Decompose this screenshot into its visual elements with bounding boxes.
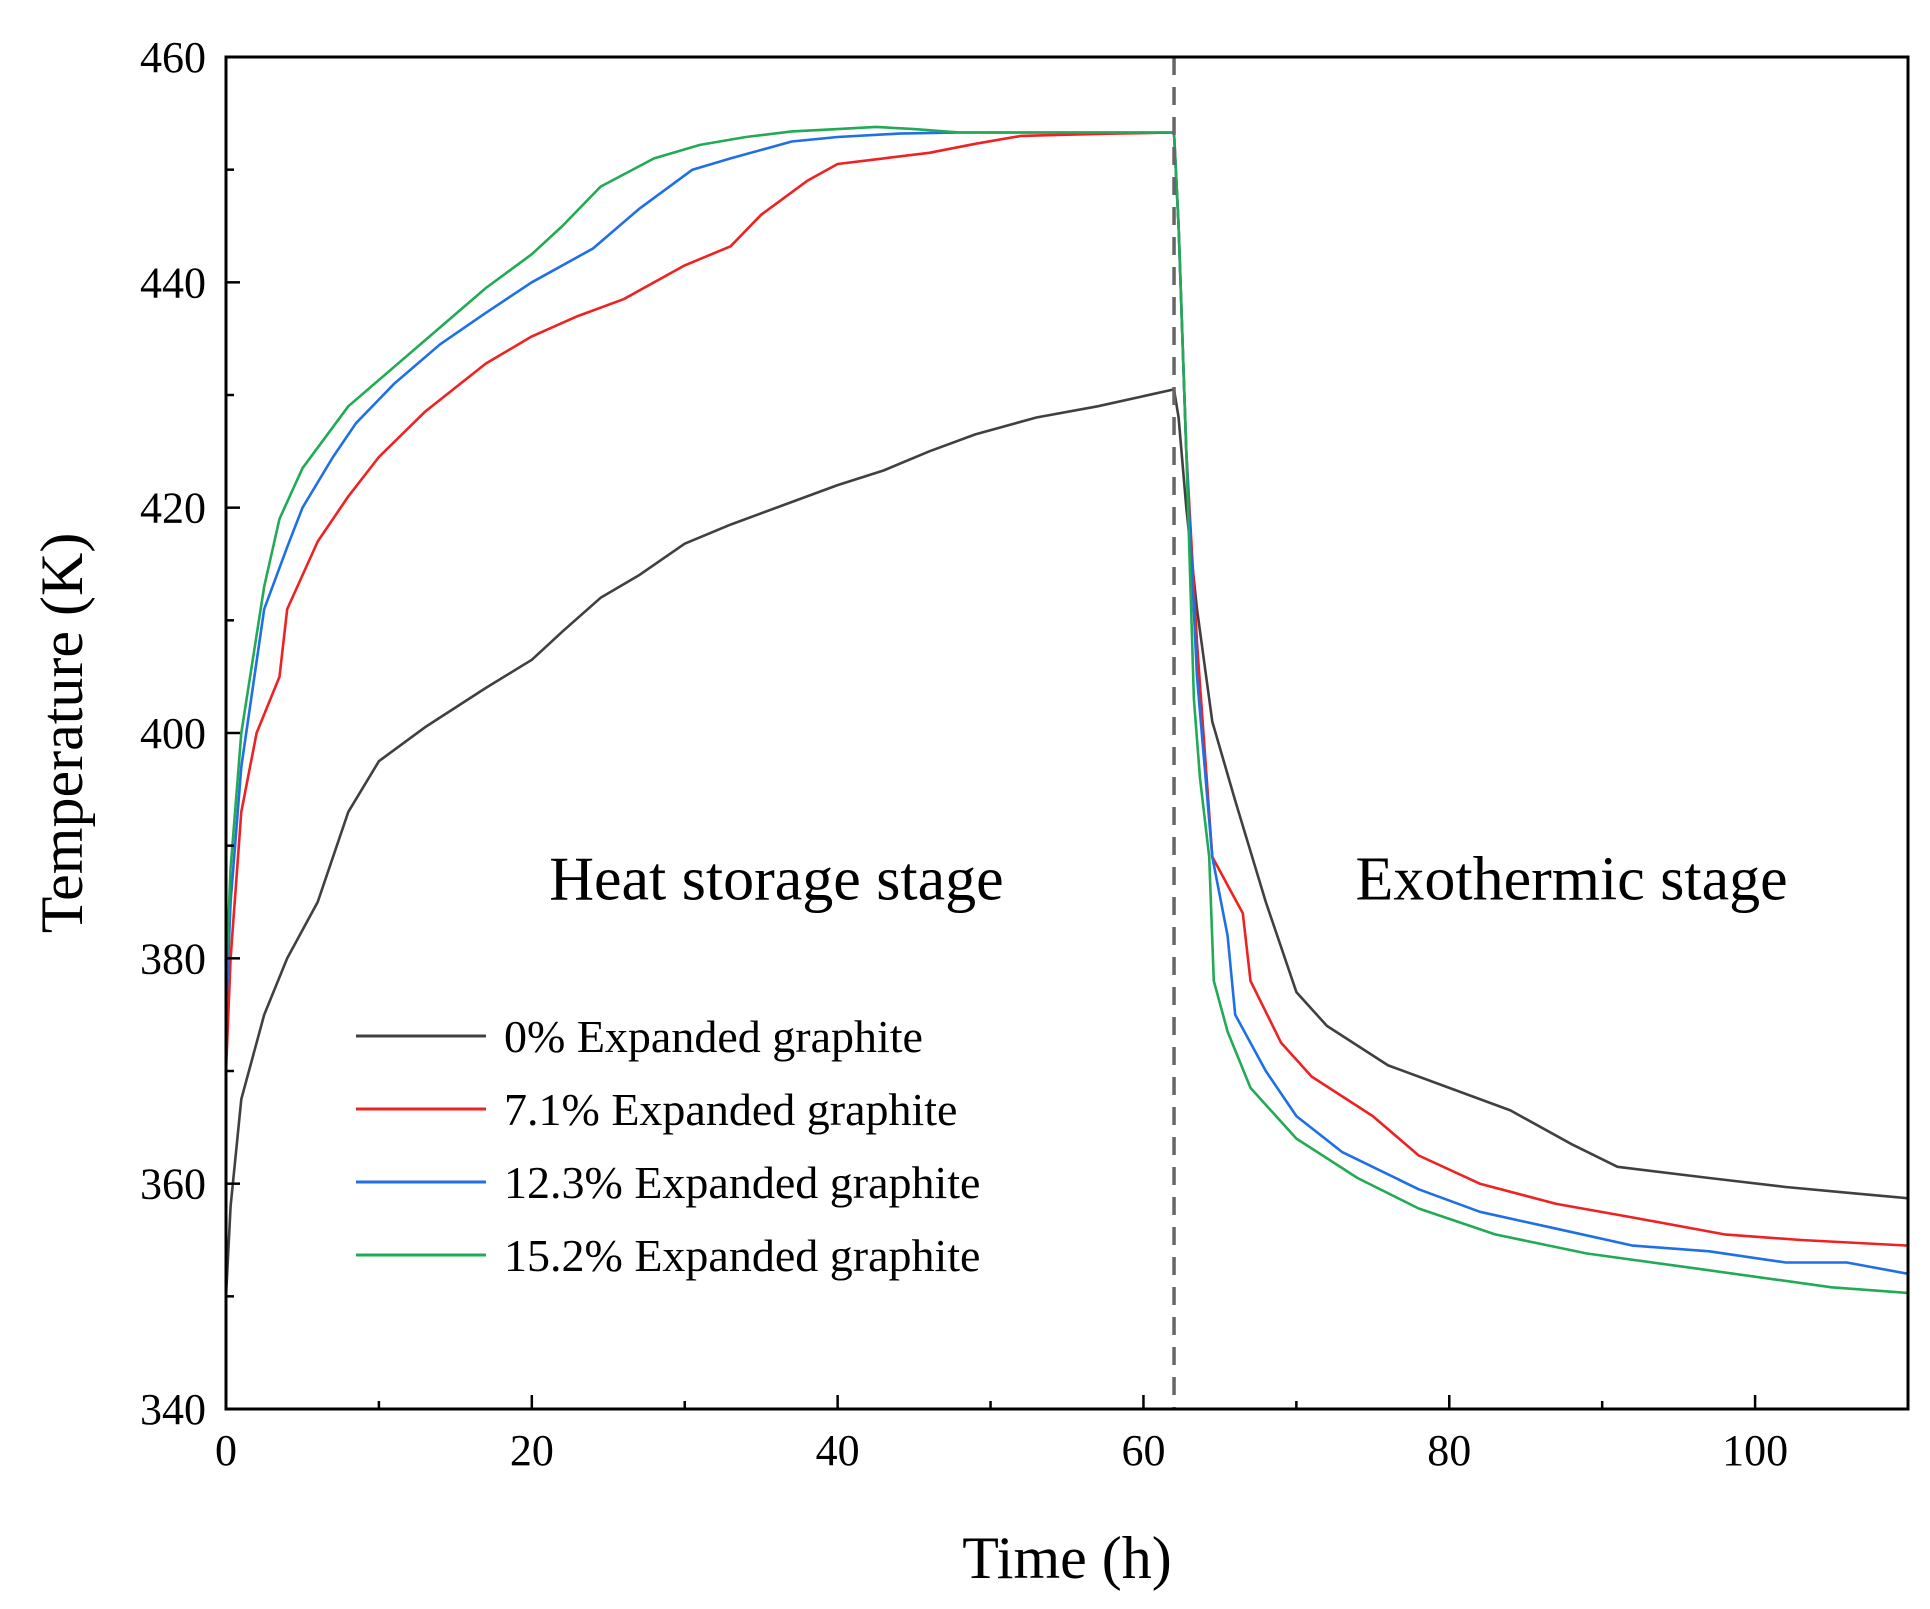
- legend-label-1: 7.1% Expanded graphite: [504, 1084, 957, 1135]
- series-layer: [224, 125, 1910, 1298]
- x-axis-title: Time (h): [962, 1525, 1171, 1591]
- y-tick-labels: 340 360 380 400 420 440 460: [140, 33, 206, 1434]
- heat-storage-stage-label: Heat storage stage: [549, 845, 1003, 913]
- series-line-1: [224, 131, 1910, 1247]
- y-tick-label: 420: [140, 484, 206, 533]
- x-tick-label: 80: [1427, 1426, 1471, 1475]
- x-tick-labels: 0 20 40 60 80 100: [215, 1426, 1788, 1475]
- legend-label-0: 0% Expanded graphite: [504, 1011, 923, 1062]
- x-tick-label: 100: [1722, 1426, 1788, 1475]
- y-tick-label: 380: [140, 934, 206, 983]
- tick-layer: [224, 55, 1910, 1411]
- y-axis-title: Temperature (K): [29, 533, 95, 934]
- legend-label-3: 15.2% Expanded graphite: [504, 1230, 980, 1281]
- series-line-0: [224, 388, 1910, 1298]
- exothermic-stage-label: Exothermic stage: [1356, 845, 1788, 913]
- y-tick-label: 440: [140, 258, 206, 307]
- x-tick-label: 20: [510, 1426, 554, 1475]
- y-tick-label: 400: [140, 709, 206, 758]
- x-tick-label: 0: [215, 1426, 237, 1475]
- y-tick-label: 460: [140, 33, 206, 82]
- y-tick-label: 360: [140, 1160, 206, 1209]
- y-tick-label: 340: [140, 1385, 206, 1434]
- x-tick-label: 40: [816, 1426, 860, 1475]
- x-tick-label: 60: [1121, 1426, 1165, 1475]
- series-line-3: [224, 125, 1910, 1295]
- legend: 0% Expanded graphite 7.1% Expanded graphi…: [356, 1011, 980, 1281]
- legend-label-2: 12.3% Expanded graphite: [504, 1157, 980, 1208]
